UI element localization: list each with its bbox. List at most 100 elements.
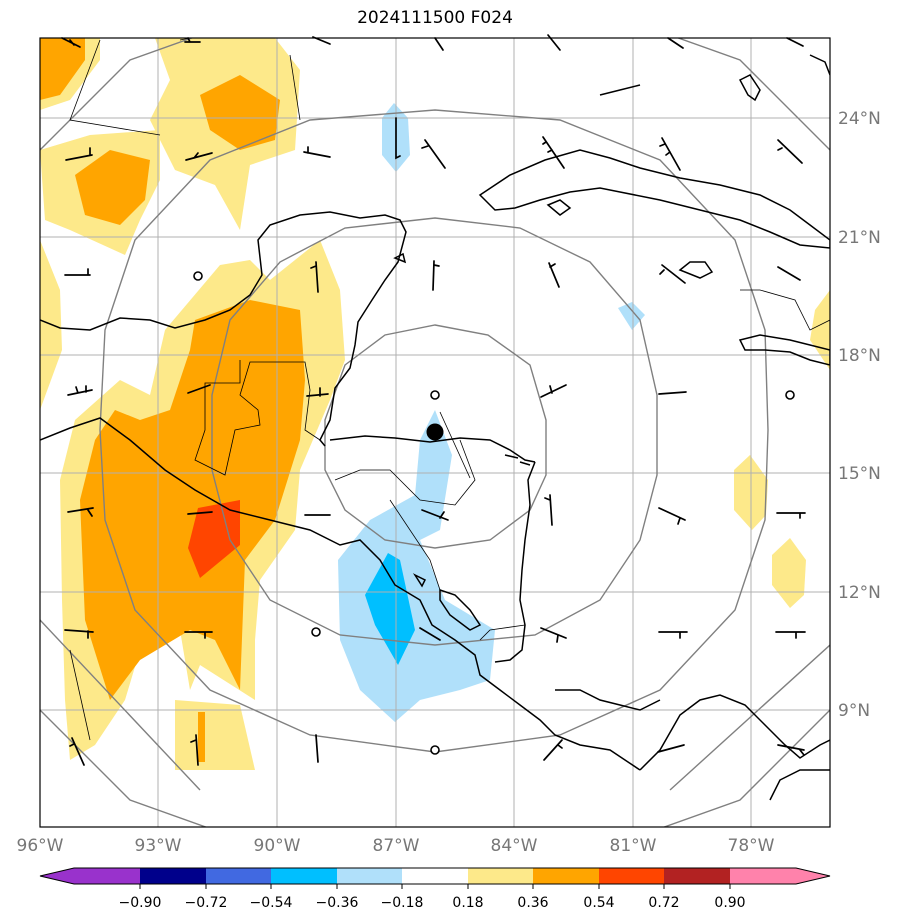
colorbar-segment [533, 868, 599, 884]
storm-center-marker [426, 423, 444, 441]
colorbar-segment [599, 868, 664, 884]
wind-barb [184, 37, 201, 43]
mexico-coast [40, 211, 407, 447]
hispaniola [738, 334, 830, 366]
calm-circle [430, 745, 440, 755]
colorbar-label: 0.54 [583, 895, 614, 911]
wind-barb [187, 511, 213, 515]
ring-2 [211, 217, 658, 646]
calm-circle [785, 390, 795, 400]
wind-barb [64, 629, 94, 639]
colorbar-extend-low [40, 868, 74, 884]
positive-shading-s-core [198, 712, 205, 762]
lat-tick-label: 12°N [838, 583, 881, 603]
wind-barb [777, 139, 803, 164]
negative-shading-core [365, 553, 415, 665]
shading-layer [40, 38, 830, 770]
gridlines [40, 38, 830, 827]
jamaica [678, 261, 714, 279]
costa-rica-coast [555, 689, 661, 711]
colorbar-label: 0.36 [517, 895, 548, 911]
positive-shading-nw-core [40, 38, 85, 100]
nicaragua-coast [494, 461, 536, 663]
colorbar-label: −0.18 [381, 895, 424, 911]
wind-barb [64, 268, 91, 276]
colorbar-label: 0.90 [714, 895, 745, 911]
wind-barb [658, 631, 688, 639]
colorbar-segment [140, 868, 206, 884]
wind-barb [658, 391, 687, 395]
lon-tick-label: 81°W [610, 836, 657, 856]
wind-barb [421, 509, 449, 521]
lat-tick-label: 9°N [838, 701, 870, 721]
wind-barbs [61, 34, 806, 766]
colorbar-label: −0.54 [250, 895, 293, 911]
colorbar-label: 0.18 [452, 895, 483, 911]
wind-barb [419, 627, 441, 641]
wind-barb [658, 507, 686, 525]
positive-shading-peak [188, 500, 240, 578]
wind-barb [67, 385, 93, 396]
lake-managua [412, 573, 427, 588]
calm-circle [193, 271, 203, 281]
colorbar-label: −0.90 [119, 895, 162, 911]
wind-barb [540, 627, 567, 643]
wind-barb [310, 261, 319, 293]
negative-shading-honduras [338, 410, 495, 722]
wind-barb [303, 146, 331, 158]
positive-shading-s [175, 700, 255, 770]
lat-tick-label: 24°N [838, 109, 881, 129]
colorbar-extend-high [796, 868, 830, 884]
lon-tick-label: 84°W [491, 836, 538, 856]
wind-barb [777, 266, 801, 281]
pacific-coast [40, 417, 641, 771]
wind-barb [667, 37, 684, 49]
colorbar-segment [74, 868, 140, 884]
wind-barb [775, 631, 806, 639]
colorbar-segment [730, 868, 796, 884]
wind-barb [190, 734, 199, 766]
wind-barb [786, 37, 804, 47]
wind-barb [547, 34, 561, 51]
map-frame [39, 37, 831, 828]
honduras-coast [329, 435, 536, 463]
positive-shading-e3 [810, 290, 830, 370]
wind-barb [421, 139, 446, 169]
lat-tick-label: 15°N [838, 464, 881, 484]
colorbar-segment [337, 868, 402, 884]
colorbar-segment [664, 868, 730, 884]
wind-barb [540, 384, 567, 398]
wind-barb [69, 737, 85, 766]
colorbar-segment [206, 868, 271, 884]
colorbar-label: −0.36 [316, 895, 359, 911]
wind-barb [777, 744, 805, 756]
wind-barb [395, 117, 401, 160]
wind-barb [432, 260, 440, 291]
wind-barb [61, 37, 81, 48]
wind-barb [185, 152, 213, 161]
lon-tick-label: 90°W [254, 836, 301, 856]
calm-markers [193, 271, 795, 755]
bahamas [738, 74, 761, 102]
isle-of-youth [546, 199, 572, 216]
lon-tick-label: 93°W [135, 836, 182, 856]
wind-barb [187, 384, 211, 394]
lake-nicaragua [439, 588, 482, 631]
colombia-coast [769, 769, 830, 801]
wind-barb [65, 147, 93, 161]
colorbar-segment [271, 868, 337, 884]
positive-shading-central-core [80, 300, 305, 700]
lat-tick-labels: 24°N 21°N 18°N 15°N 12°N 9°N [838, 109, 881, 721]
wind-barb [776, 512, 806, 519]
wind-barb [543, 739, 563, 761]
bay-islands [504, 454, 531, 466]
colorbar: −0.90 −0.72 −0.54 −0.36 −0.18 0.18 0.36 … [39, 867, 831, 911]
colorbar-outline [39, 867, 831, 885]
wind-barb [542, 136, 565, 169]
wind-barb [434, 37, 444, 51]
calm-circle [430, 390, 440, 400]
lon-tick-labels: 96°W 93°W 90°W 87°W 84°W 81°W 78°W [17, 836, 775, 856]
cuba [478, 149, 830, 249]
positive-shading-e2 [772, 538, 806, 608]
